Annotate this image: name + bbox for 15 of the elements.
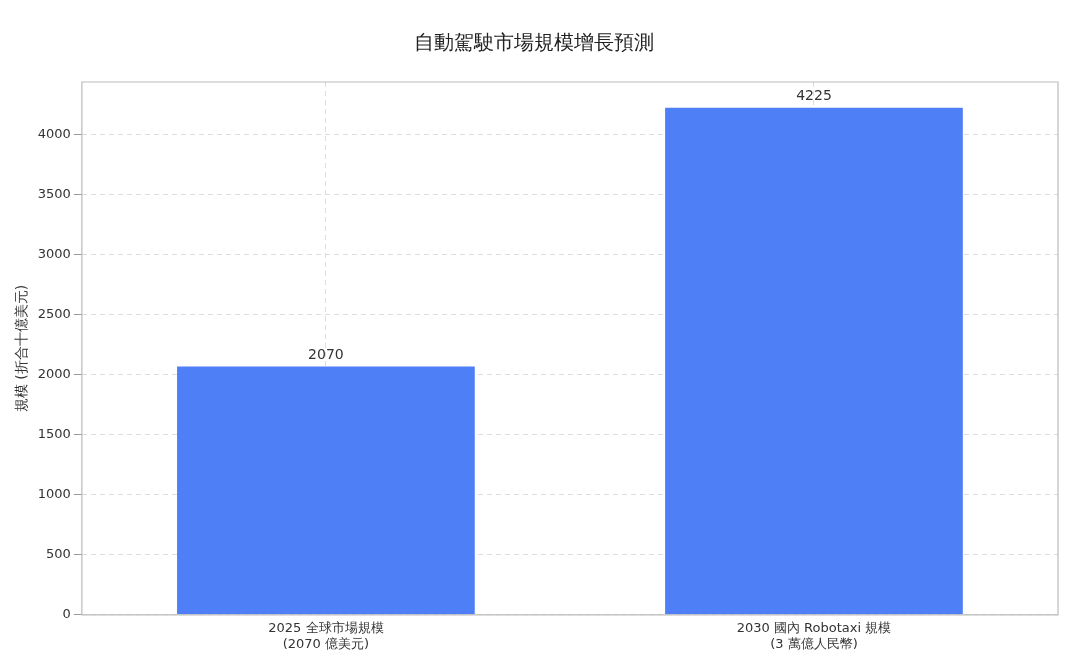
data-label: 2070	[308, 346, 344, 363]
y-tick-label: 1500	[37, 426, 71, 442]
y-tick-label: 4000	[37, 126, 71, 142]
x-tick-label: 2025 全球市場規模 (2070 億美元)	[268, 619, 384, 651]
y-tick-label: 2000	[37, 366, 71, 382]
y-tick-label: 3000	[37, 246, 71, 262]
y-axis-title: 規模 (折合十億美元)	[13, 284, 30, 413]
y-tick-label: 2500	[37, 306, 71, 322]
chart-title: 自動駕駛市場規模增長預測	[414, 30, 654, 55]
y-tick-label: 3500	[37, 186, 71, 202]
y-tick-label: 500	[46, 546, 71, 562]
data-label: 4225	[796, 87, 832, 104]
x-tick-label: 2030 國內 Robotaxi 規模 (3 萬億人民幣)	[736, 619, 892, 651]
y-tick-label: 1000	[37, 486, 71, 502]
y-tick-label: 0	[62, 606, 71, 622]
